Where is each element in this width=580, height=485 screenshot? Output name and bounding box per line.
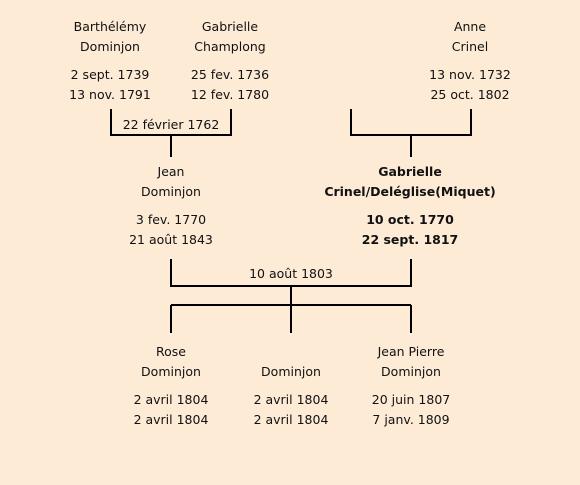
last-name: Dominjon xyxy=(381,364,441,379)
first-name: Gabrielle xyxy=(378,164,442,179)
death-date: 13 nov. 1791 xyxy=(69,87,151,102)
parent-bracket-anne xyxy=(350,109,472,136)
birth-date: 20 juin 1807 xyxy=(371,392,451,407)
last-name: Champlong xyxy=(194,39,266,54)
first-name: Barthélémy xyxy=(73,19,147,34)
person-jean-dominjon[interactable]: Jean Dominjon 3 fev. 1770 21 août 1843 xyxy=(81,162,261,250)
person-anne-crinel[interactable]: Anne Crinel 13 nov. 1732 25 oct. 1802 xyxy=(380,17,560,105)
death-date: 22 sept. 1817 xyxy=(361,232,459,247)
first-name: Jean Pierre xyxy=(377,344,445,359)
birth-date: 2 avril 1804 xyxy=(133,392,209,407)
first-name: Jean xyxy=(157,164,185,179)
death-date: 2 avril 1804 xyxy=(253,412,329,427)
person-dominjon-child[interactable]: Dominjon 2 avril 1804 2 avril 1804 xyxy=(201,342,381,430)
birth-date: 10 oct. 1770 xyxy=(366,212,454,227)
last-name: Dominjon xyxy=(261,364,321,379)
person-rose-dominjon[interactable]: Rose Dominjon 2 avril 1804 2 avril 1804 xyxy=(81,342,261,430)
birth-date: 25 fev. 1736 xyxy=(190,67,270,82)
death-date: 25 oct. 1802 xyxy=(430,87,510,102)
marriage-date-grandparents: 22 février 1762 xyxy=(122,117,220,132)
birth-date: 3 fev. 1770 xyxy=(135,212,207,227)
person-barthelemy-dominjon[interactable]: Barthélémy Dominjon 2 sept. 1739 13 nov.… xyxy=(20,17,200,105)
marriage-date-parents: 10 août 1803 xyxy=(249,266,333,281)
death-date: 2 avril 1804 xyxy=(133,412,209,427)
person-gabrielle-crinel-deleglise[interactable]: Gabrielle Crinel/Deléglise(Miquet) 10 oc… xyxy=(300,162,520,250)
person-jean-pierre-dominjon[interactable]: Jean Pierre Dominjon 20 juin 1807 7 janv… xyxy=(321,342,501,430)
last-name: Dominjon xyxy=(141,184,201,199)
birth-date: 13 nov. 1732 xyxy=(429,67,511,82)
death-date: 7 janv. 1809 xyxy=(372,412,450,427)
first-name: Rose xyxy=(156,344,186,359)
first-name: Anne xyxy=(453,19,487,34)
birth-date: 2 sept. 1739 xyxy=(70,67,150,82)
death-date: 12 fev. 1780 xyxy=(190,87,270,102)
birth-date: 2 avril 1804 xyxy=(253,392,329,407)
last-name: Dominjon xyxy=(80,39,140,54)
last-name: Crinel xyxy=(451,39,489,54)
person-gabrielle-champlong[interactable]: Gabrielle Champlong 25 fev. 1736 12 fev.… xyxy=(140,17,320,105)
first-name: Gabrielle xyxy=(201,19,259,34)
last-name: Dominjon xyxy=(141,364,201,379)
last-name: Crinel/Deléglise(Miquet) xyxy=(324,184,496,199)
death-date: 21 août 1843 xyxy=(129,232,213,247)
